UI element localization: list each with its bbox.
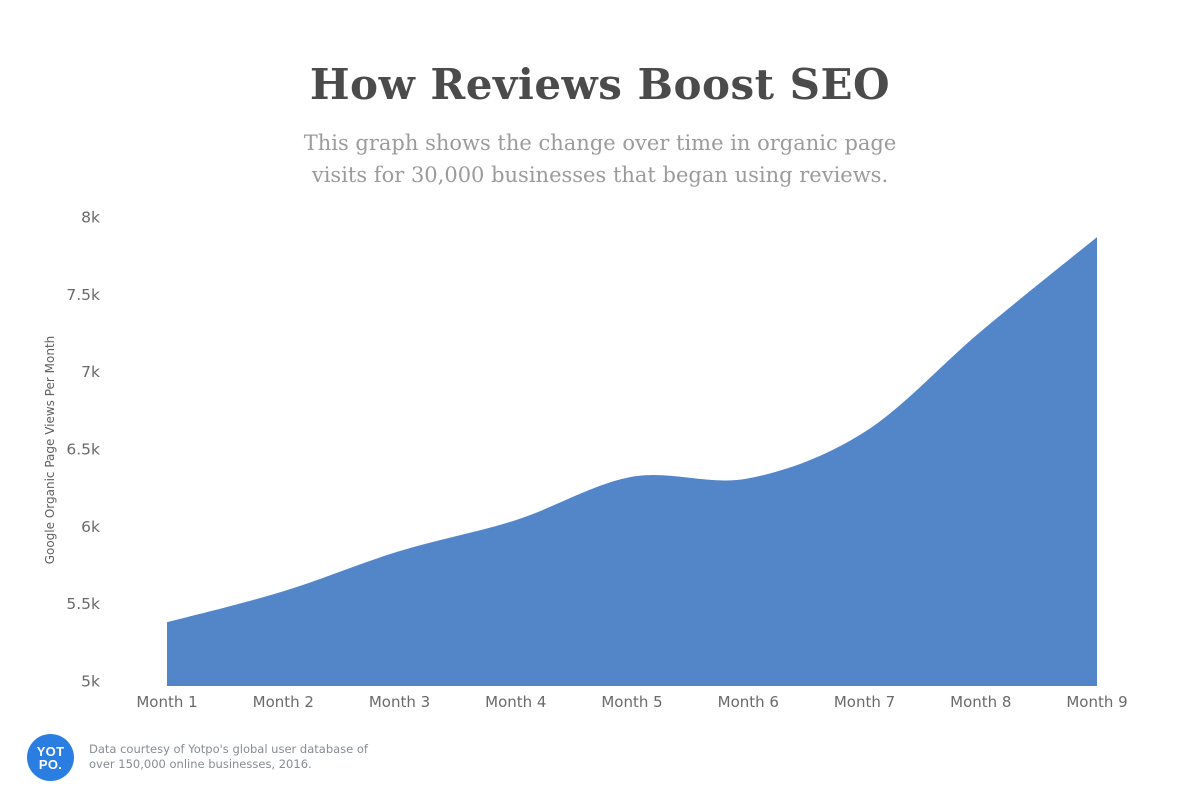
- y-tick-label: 5k: [81, 673, 100, 691]
- chart-subtitle: This graph shows the change over time in…: [0, 127, 1200, 191]
- x-tick-label: Month 1: [136, 693, 197, 711]
- yotpo-logo-line1: YOT: [36, 743, 65, 759]
- x-tick-label: Month 6: [718, 693, 779, 711]
- x-tick-label: Month 8: [950, 693, 1011, 711]
- y-tick-label: 5.5k: [66, 595, 100, 613]
- attribution-line2: over 150,000 online businesses, 2016.: [89, 757, 312, 771]
- x-tick-label: Month 9: [1066, 693, 1127, 711]
- x-tick-label: Month 7: [834, 693, 895, 711]
- y-tick-label: 6.5k: [66, 441, 100, 459]
- x-tick-label: Month 2: [253, 693, 314, 711]
- area-series: [167, 237, 1097, 686]
- x-tick-label: Month 4: [485, 693, 546, 711]
- x-tick-label: Month 5: [601, 693, 662, 711]
- data-attribution: Data courtesy of Yotpo's global user dat…: [89, 734, 368, 772]
- chart-subtitle-line1: This graph shows the change over time in…: [303, 131, 897, 155]
- yotpo-logo: YOT PO.: [27, 734, 74, 781]
- attribution-line1: Data courtesy of Yotpo's global user dat…: [89, 742, 368, 756]
- y-tick-label: 7.5k: [66, 286, 100, 304]
- x-tick-label: Month 3: [369, 693, 430, 711]
- footer: YOT PO. Data courtesy of Yotpo's global …: [27, 734, 368, 781]
- y-axis-title: Google Organic Page Views Per Month: [43, 336, 57, 565]
- y-tick-label: 7k: [81, 363, 100, 381]
- yotpo-logo-line2: PO.: [38, 756, 63, 772]
- y-tick-label: 6k: [81, 518, 100, 536]
- chart-title: How Reviews Boost SEO: [309, 60, 891, 109]
- y-tick-label: 8k: [81, 209, 100, 227]
- chart-subtitle-line2: visits for 30,000 businesses that began …: [311, 163, 889, 187]
